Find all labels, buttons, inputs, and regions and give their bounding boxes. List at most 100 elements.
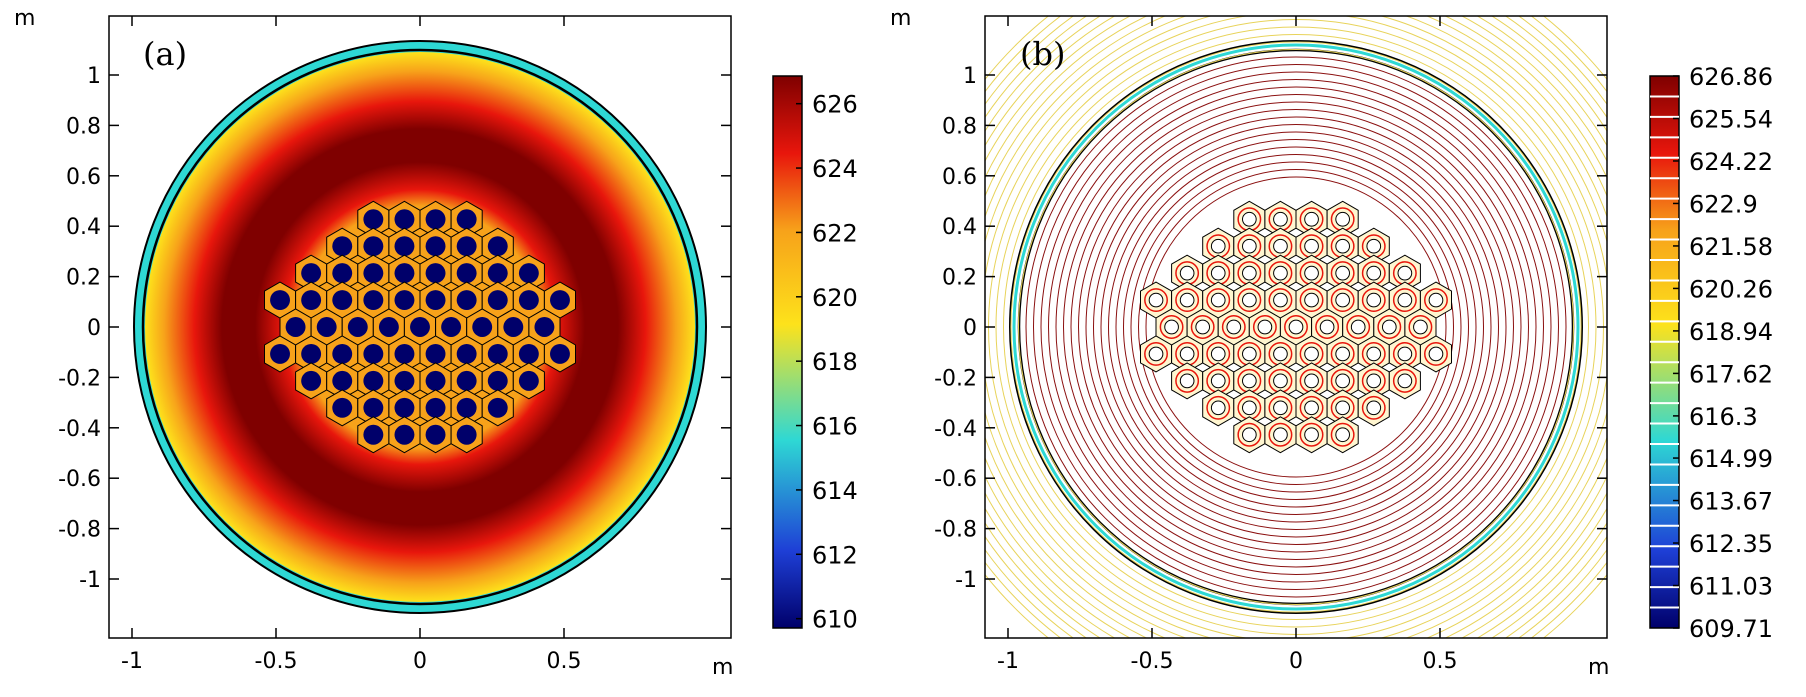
contour-line: [1085, 116, 1507, 538]
colorbar-tick-label: 616.3: [1689, 403, 1758, 431]
fuel-pin: [1319, 319, 1335, 335]
fuel-pin: [410, 317, 430, 337]
fuel-pin: [1335, 211, 1350, 227]
fuel-pin: [550, 343, 570, 364]
fuel-pin: [1304, 292, 1319, 308]
fuel-pin: [1366, 400, 1382, 416]
fuel-pin: [487, 263, 508, 284]
fuel-pin: [363, 424, 384, 445]
fuel-pin: [1273, 346, 1288, 362]
fuel-pin: [1179, 346, 1195, 362]
fuel-pin: [1226, 319, 1242, 335]
fuel-pin: [394, 343, 415, 364]
fuel-pin: [1304, 373, 1319, 389]
fuel-pin: [1210, 400, 1226, 416]
colorbar-tick-label: 620: [812, 284, 858, 312]
fuel-pin: [301, 370, 322, 391]
fuel-pin-contour: [1144, 341, 1168, 366]
panel-a-shell-line: [141, 48, 699, 606]
fuel-pin: [1242, 400, 1257, 416]
contour-line: [1025, 56, 1567, 598]
colorbar-tick-label: 625.54: [1689, 105, 1773, 133]
fuel-pin: [1397, 265, 1413, 281]
colorbar-tick-label: 626: [812, 91, 858, 119]
fuel-pin: [394, 370, 415, 391]
fuel-pin: [425, 343, 446, 364]
fuel-pin: [456, 290, 477, 311]
fuel-pin-contour: [1252, 315, 1277, 339]
colorbar-tick-label: 612: [812, 541, 858, 569]
panel-b-fuel-core: [1140, 200, 1452, 454]
colorbar-tick-label: 624: [812, 155, 858, 183]
fuel-pin: [1366, 373, 1382, 389]
fuel-pin: [534, 317, 555, 337]
contour-line: [1145, 176, 1447, 478]
fuel-pin-contour: [1330, 288, 1355, 313]
contour-line: [1018, 49, 1574, 605]
fuel-pin: [1428, 346, 1444, 362]
fuel-pin: [1273, 373, 1288, 389]
y-tick-label: 1: [87, 64, 101, 89]
fuel-pin: [332, 397, 353, 418]
fuel-pin: [1273, 400, 1288, 416]
fuel-pin: [1242, 373, 1257, 389]
fuel-pin: [1273, 427, 1288, 443]
y-tick-label: -1: [79, 568, 101, 593]
contour-line: [1123, 154, 1469, 500]
panel-a-x-unit: m: [712, 655, 733, 680]
fuel-pin: [456, 209, 477, 230]
fuel-pin: [518, 343, 539, 364]
colorbar-tick-label: 626.86: [1689, 63, 1773, 91]
colorbar-tick-label: 612.35: [1689, 530, 1773, 558]
fuel-pin: [1210, 238, 1226, 254]
fuel-pin: [1257, 319, 1273, 335]
fuel-pin-contour: [1408, 315, 1433, 339]
y-tick-label: 0.6: [66, 165, 101, 190]
fuel-pin: [425, 290, 446, 311]
fuel-pin: [332, 370, 353, 391]
contour-line: [1055, 86, 1537, 568]
x-tick-label: 0: [1289, 649, 1303, 674]
fuel-pin-contour: [1268, 422, 1293, 447]
panel-b-contours: [985, 16, 1607, 638]
panel-b-x-unit: m: [1588, 655, 1609, 680]
fuel-pin: [363, 236, 384, 257]
fuel-pin: [394, 424, 415, 445]
fuel-pin: [1335, 400, 1350, 416]
fuel-pin: [1335, 427, 1350, 443]
fuel-pin: [1397, 346, 1413, 362]
y-tick-label: 0: [963, 316, 977, 341]
fuel-pin-contour: [1144, 288, 1168, 313]
fuel-pin: [1242, 265, 1257, 281]
fuel-pin: [363, 370, 384, 391]
colorbar-tick-label: 624.22: [1689, 148, 1773, 176]
panel-a-label: (a): [143, 35, 187, 73]
fuel-pin: [1288, 319, 1304, 335]
fuel-pin-contour: [1315, 315, 1340, 339]
fuel-pin: [503, 317, 524, 337]
fuel-pin-contour: [1206, 395, 1231, 420]
colorbar-tick-label: 620.26: [1689, 275, 1773, 303]
fuel-pin-contour: [1221, 315, 1246, 339]
fuel-pin: [1242, 427, 1257, 443]
panel-b-plot-area: [985, 16, 1607, 638]
fuel-pin-contour: [1206, 288, 1231, 313]
fuel-pin: [1273, 265, 1288, 281]
y-tick-label: -0.6: [934, 467, 977, 492]
contour-line: [1040, 71, 1552, 583]
fuel-pin: [1304, 238, 1319, 254]
y-tick-label: -0.8: [58, 518, 101, 543]
fuel-pin: [1148, 292, 1164, 308]
fuel-pin-contour: [1346, 315, 1371, 339]
y-tick-label: 0.2: [942, 266, 977, 291]
panel-b-shell-inner-ring: [1012, 43, 1580, 611]
fuel-pin: [1148, 346, 1164, 362]
fuel-pin: [1366, 238, 1382, 254]
colorbar-tick-label: 617.62: [1689, 360, 1773, 388]
panel-a-y-axis: 1 0.8 0.6 0.4 0.2 0 -0.2 -0.4 -0.6 -0.8 -1: [58, 64, 731, 593]
fuel-pin: [518, 370, 539, 391]
fuel-pin: [363, 263, 384, 284]
fuel-pin: [285, 317, 306, 337]
fuel-pin: [1164, 319, 1179, 335]
panel-a: (a) m m 1 0.8 0.6 0.4 0.2 0 -0.2 -0.4 -0.6 -0.8 -1…: [14, 6, 858, 680]
